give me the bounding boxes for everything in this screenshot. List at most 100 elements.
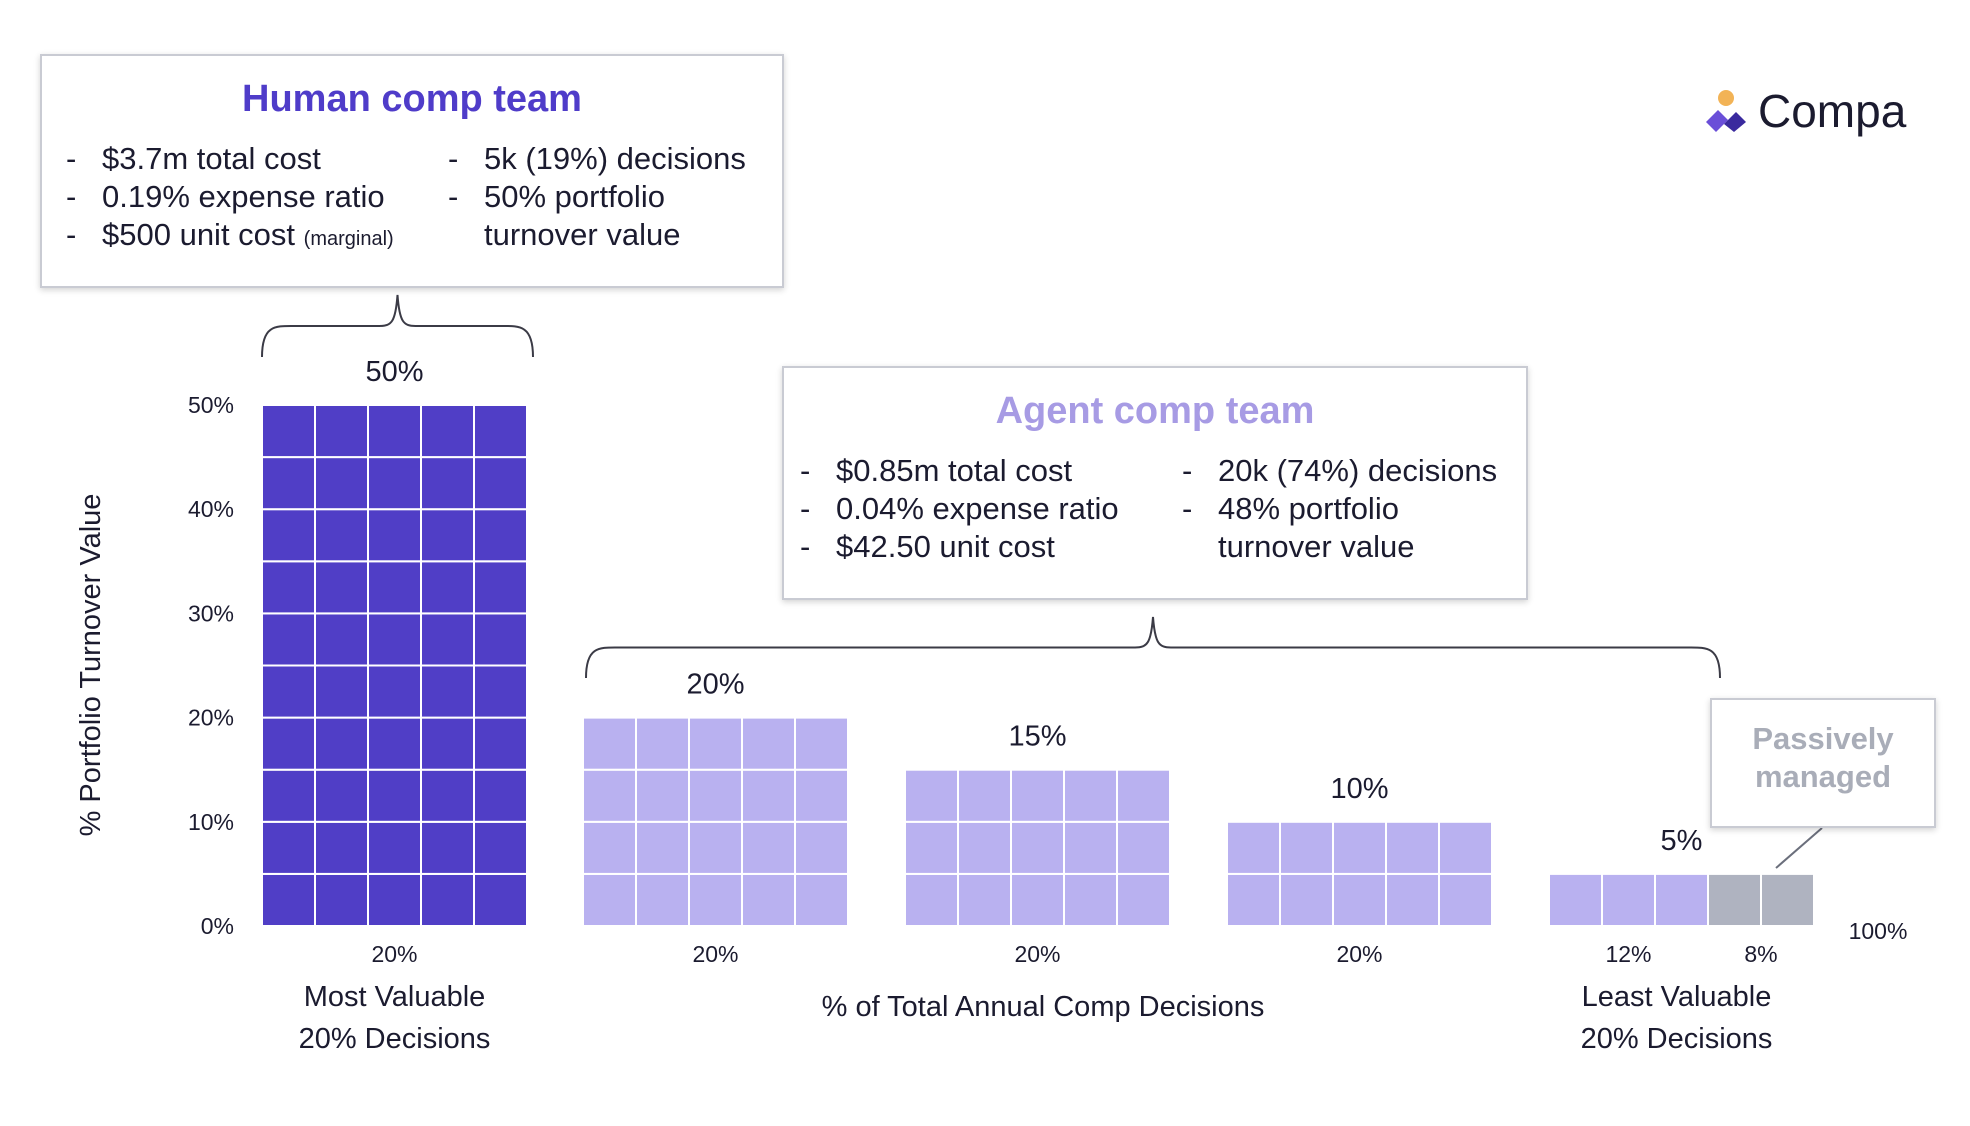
bar-cell [582,768,637,823]
y-tick-label: 40% [188,496,234,522]
bar-cell [1116,768,1171,823]
bar-cell [1707,872,1762,928]
bar-cell [1438,820,1493,875]
bar-cell [367,508,422,563]
bar-width-label: 20% [1336,941,1382,967]
agent-brace [585,616,1721,679]
bar-group [261,404,1815,928]
agent-callout-right-list: -20k (74%) decisions -48% portfolio turn… [1182,452,1497,566]
bar-cell [794,716,849,771]
bar-cell [1385,820,1440,875]
bar-cell [314,820,369,875]
passive-line-2: managed [1754,759,1892,794]
bar-cell [420,404,475,459]
bar-cell [367,456,422,511]
bar-cell [420,664,475,719]
bar-value-label: 20% [686,669,744,701]
bar-cell [367,612,422,667]
human-comp-team-callout: Human comp team - $3.7m total cost -0.19%… [40,54,784,288]
y-tick-label: 20% [188,705,234,731]
human-bullet-decisions: -5k (19%) decisions [448,141,746,176]
bar-cell [261,768,316,823]
bar-width-label: 20% [371,941,417,967]
bar-cell [367,768,422,823]
x-axis-label: % of Total Annual Comp Decisions [822,991,1265,1023]
bar-cell [473,768,528,823]
passively-managed-callout: Passively managed [1710,698,1936,828]
least-valuable-caption-2: 20% Decisions [1581,1023,1773,1055]
bar-cell [635,716,690,771]
bar-cell [420,872,475,928]
bar-agent-2 [582,716,849,928]
bar-cell [957,872,1012,928]
human-callout-title: Human comp team [242,78,582,120]
bar-cell [1010,872,1065,928]
bar-agent-5 [1548,872,1815,928]
bar-cell [688,768,743,823]
human-bullet-unit-cost: - $500 unit cost (marginal) [66,217,394,252]
bar-cell [741,716,796,771]
bar-cell [420,716,475,771]
bar-cell [473,664,528,719]
bar-cell [314,560,369,615]
bar-cell [794,768,849,823]
bar-cell [261,612,316,667]
human-brace [261,294,534,358]
human-callout-right-list: -5k (19%) decisions -50% portfolio turno… [448,140,746,258]
bar-width-label: 20% [1014,941,1060,967]
bar-cell [1010,768,1065,823]
bar-cell [635,768,690,823]
bar-cell [473,872,528,928]
bar-cell [473,820,528,875]
bar-cell [261,560,316,615]
bar-cell [420,508,475,563]
agent-callout-left-list: - $0.85m total cost -0.04% expense ratio … [800,452,1182,566]
bar-agent-3 [904,768,1171,928]
human-callout-left-list: - $3.7m total cost -0.19% expense ratio -… [66,140,448,258]
y-tick-label: 10% [188,809,234,835]
bar-cell [1116,872,1171,928]
bar-cell [1601,872,1656,928]
bar-cell [261,664,316,719]
agent-bullet-portfolio: -48% portfolio turnover value [1182,491,1415,564]
bar-cell [794,820,849,875]
bar-width-label: 20% [692,941,738,967]
bar-cell [904,872,959,928]
bar-cell [261,716,316,771]
bar-cell [794,872,849,928]
bar-cell [261,508,316,563]
agent-bullet-expense-ratio: -0.04% expense ratio [800,491,1119,526]
bar-cell [420,456,475,511]
x-end-label: 100% [1849,918,1908,944]
bar-cell [314,768,369,823]
bar-cell [420,820,475,875]
bar-cell [1063,820,1118,875]
bar-cell [367,716,422,771]
label-group: 50% 20% 20% 20% 15% 20% 10% 20% 5% 12% 8% 100% Most … [299,356,1908,1055]
least-valuable-caption: Least Valuable [1582,981,1772,1013]
bar-cell [473,560,528,615]
bar-cell [1332,820,1387,875]
bar-cell [1279,872,1334,928]
bar-agent-4 [1226,820,1493,928]
bar-cell [473,456,528,511]
bar-cell [582,872,637,928]
axis-group: 0% 10% 20% 30% 40% 50% % Portfolio Turnover Va… [75,392,1264,1023]
bar-cell [367,820,422,875]
y-tick-label: 0% [201,913,234,939]
bar-cell [314,456,369,511]
bar-cell [957,820,1012,875]
bar-cell [1760,872,1815,928]
agent-comp-team-callout: Agent comp team - $0.85m total cost -0.04… [782,366,1528,600]
human-bullet-expense-ratio: -0.19% expense ratio [66,179,385,214]
bar-cell [741,820,796,875]
bar-cell [261,820,316,875]
y-axis-label: % Portfolio Turnover Value [75,494,107,837]
bar-cell [1548,872,1603,928]
bar-cell [261,872,316,928]
compa-logo: Compa [1704,84,1906,138]
bar-cell [367,404,422,459]
most-valuable-caption: Most Valuable [304,981,486,1013]
brace-group [261,294,1721,679]
bar-cell [635,872,690,928]
